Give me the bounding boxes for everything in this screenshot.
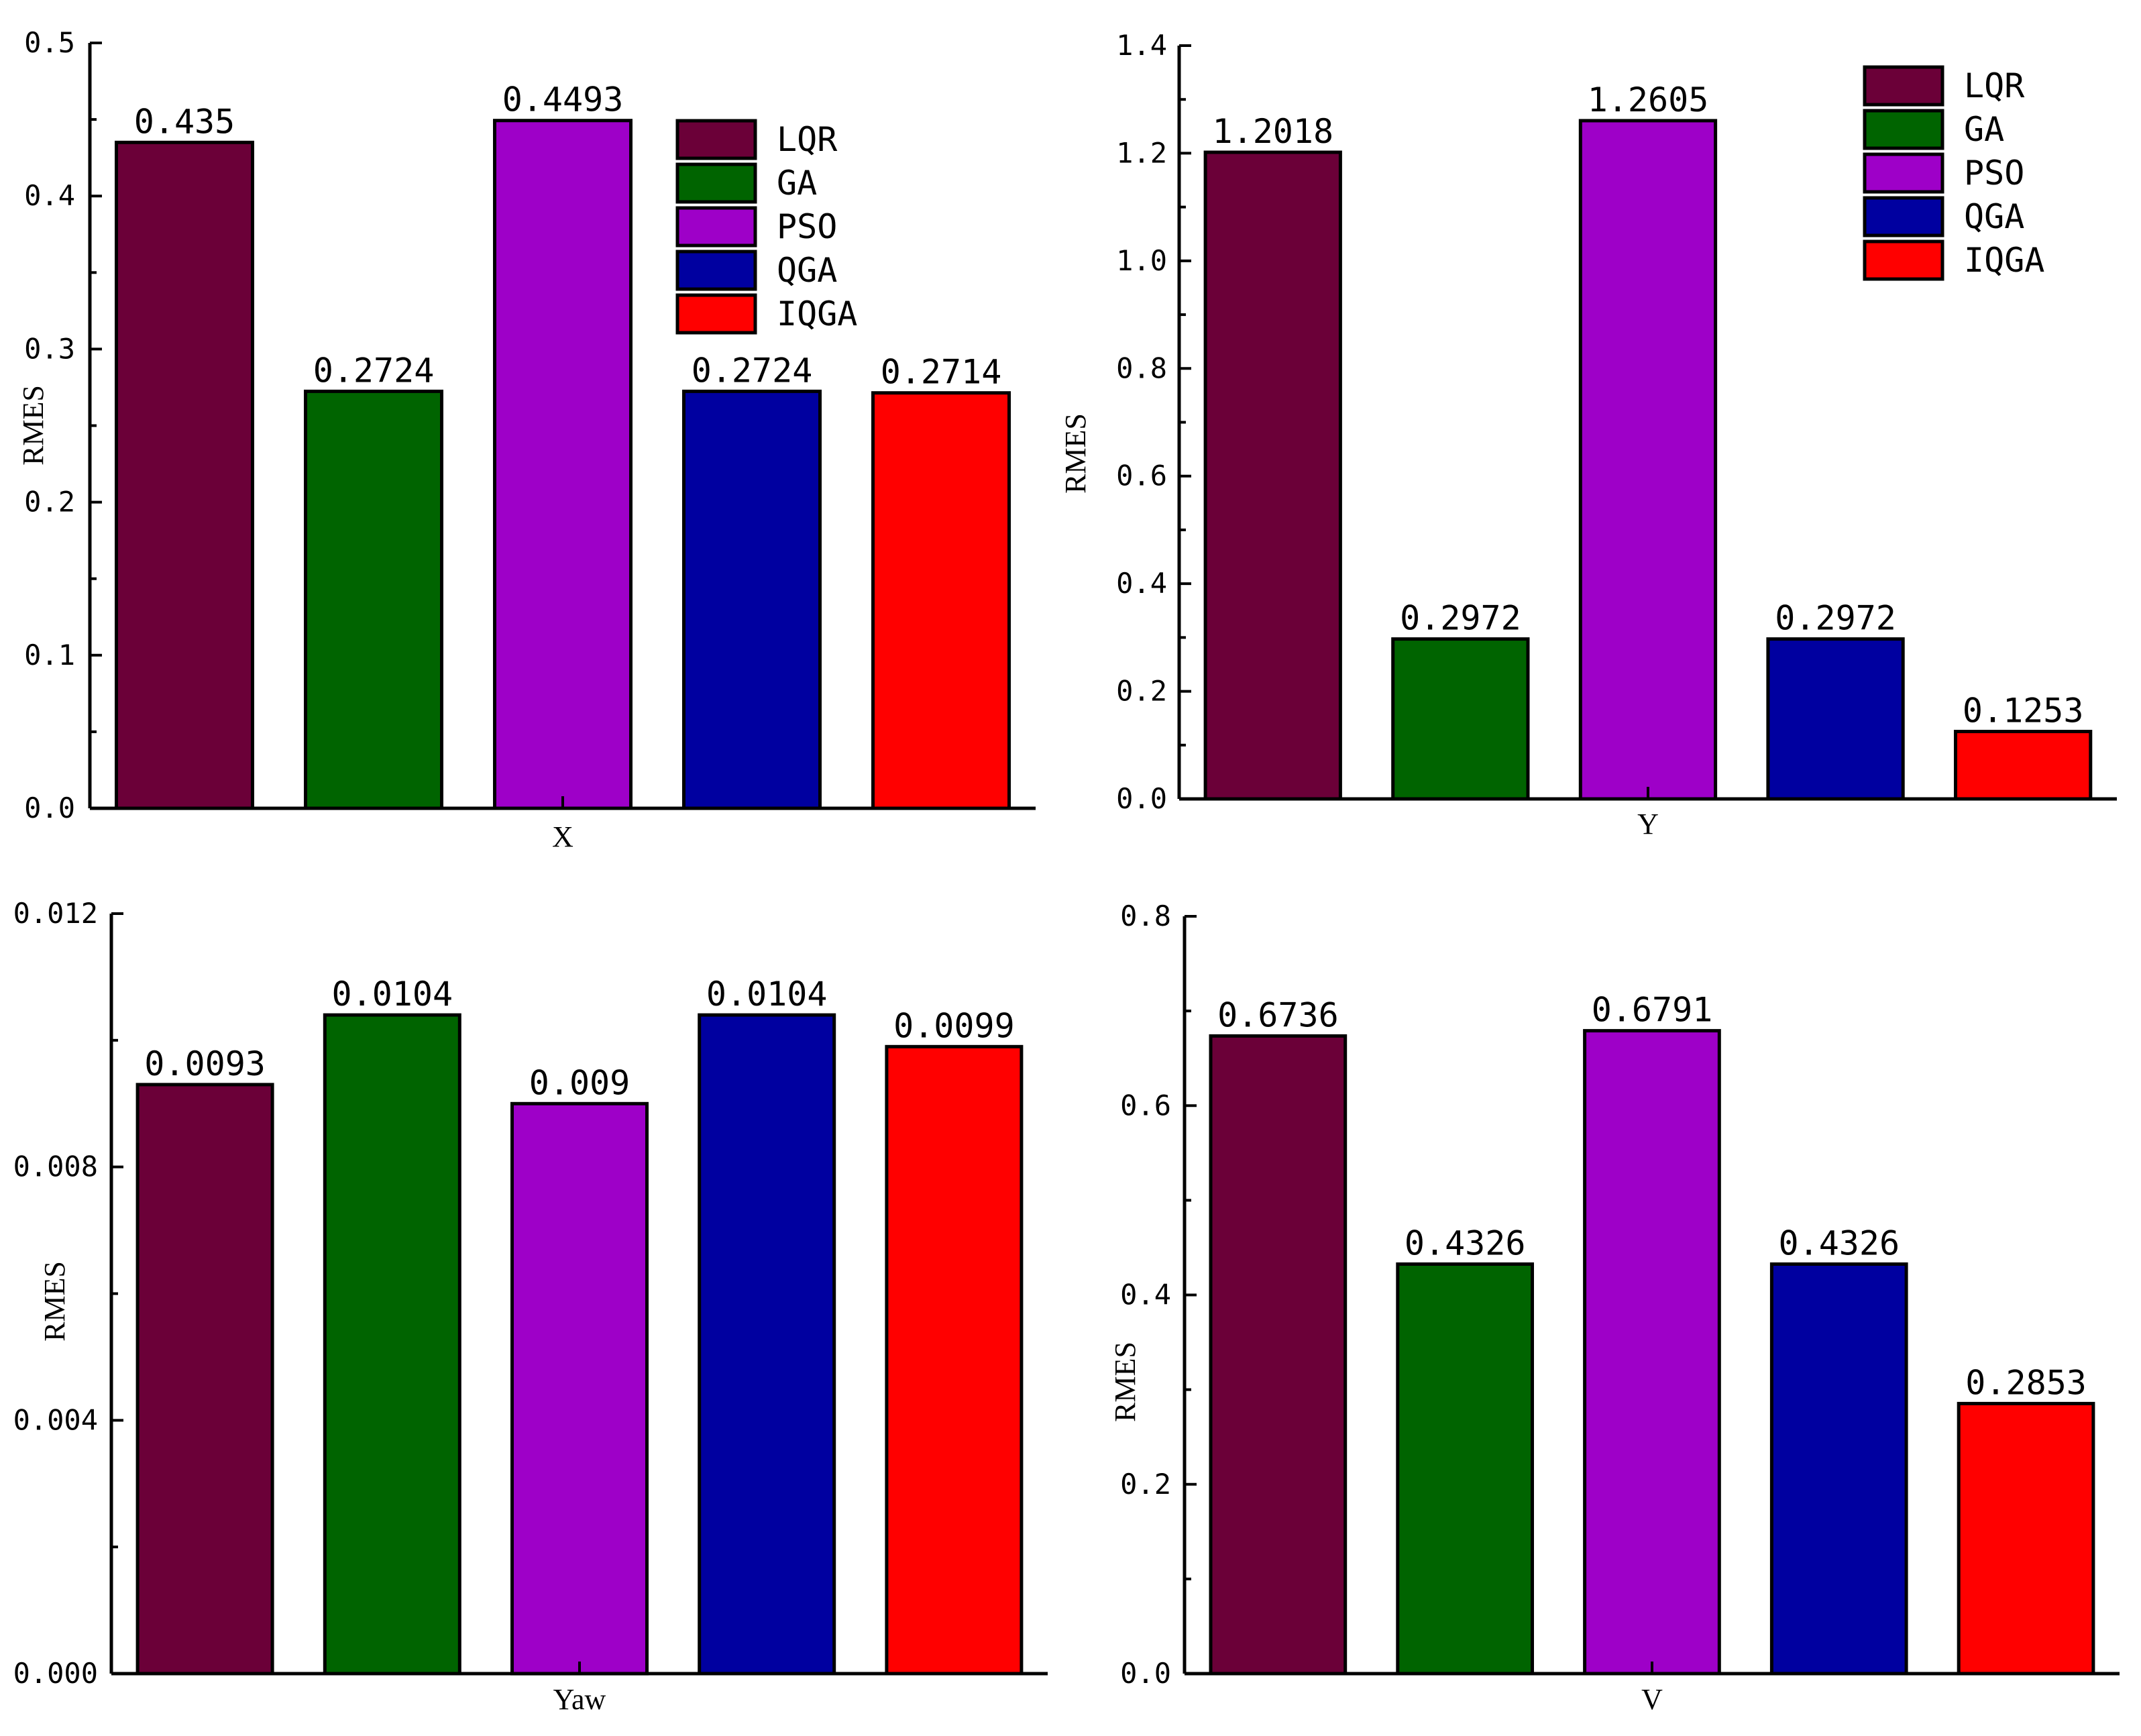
bar-qga xyxy=(682,389,822,810)
chart-panel-yaw: 0.0093 0.0104 0.009 0.0104 0.0099 0.000 0.004 0… xyxy=(13,897,1048,1716)
data-label-iqga: 0.1253 xyxy=(1963,692,2084,730)
data-label-ga: 0.2724 xyxy=(313,351,435,390)
y-tick-label: 0.5 xyxy=(24,26,75,59)
bar-iqga xyxy=(871,391,1011,810)
legend-label-pso: PSO xyxy=(1964,154,2024,193)
y-tick-label: 0.000 xyxy=(13,1657,98,1690)
data-label-lqr: 0.6736 xyxy=(1217,995,1339,1034)
bar-qga xyxy=(698,1013,836,1676)
y-tick-label: 1.2 xyxy=(1116,136,1167,169)
x-axis-title: X xyxy=(552,820,573,853)
y-tick-label: 0.3 xyxy=(24,332,75,365)
y-tick-label: 0.6 xyxy=(1120,1089,1171,1122)
data-label-ga: 0.0104 xyxy=(331,975,453,1014)
bar-iqga xyxy=(1954,730,2093,801)
y-tick-label: 0.008 xyxy=(13,1150,98,1183)
bar-pso xyxy=(1583,1029,1721,1676)
y-tick-label: 0.004 xyxy=(13,1403,98,1436)
y-axis-title: RMES xyxy=(1109,1342,1142,1422)
bar-pso xyxy=(510,1101,649,1676)
y-tick-label: 0.0 xyxy=(1120,1657,1171,1690)
y-tick-label: 0.1 xyxy=(24,639,75,671)
bar-ga xyxy=(1396,1262,1535,1676)
bar-qga xyxy=(1766,637,1905,801)
bar-pso xyxy=(1578,119,1718,801)
legend-swatch-iqga xyxy=(675,293,757,335)
legend-label-ga: GA xyxy=(777,164,817,203)
data-label-lqr: 0.0093 xyxy=(144,1044,266,1083)
y-tick-label: 0.0 xyxy=(1116,782,1167,815)
y-tick-label: 0.0 xyxy=(24,792,75,824)
legend-label-lqr: LQR xyxy=(1964,66,2025,105)
bar-ga xyxy=(304,389,443,810)
bar-ga xyxy=(323,1013,461,1676)
bar-pso xyxy=(493,119,633,810)
y-tick-label: 0.4 xyxy=(24,179,75,212)
legend-swatch-lqr xyxy=(675,119,757,160)
y-tick-label: 0.2 xyxy=(1120,1468,1171,1501)
legend-label-iqga: IQGA xyxy=(777,294,857,333)
y-tick-label: 1.0 xyxy=(1116,244,1167,277)
data-label-lqr: 0.435 xyxy=(134,102,235,141)
data-label-qga: 0.4326 xyxy=(1778,1224,1900,1263)
bar-lqr xyxy=(115,140,254,810)
bar-lqr xyxy=(135,1083,274,1676)
legend-label-ga: GA xyxy=(1964,110,2004,149)
legend: LQR GA PSO QGA IQGA xyxy=(1863,65,2044,281)
data-label-iqga: 0.0099 xyxy=(893,1006,1015,1045)
legend: LQR GA PSO QGA IQGA xyxy=(675,119,857,335)
chart-panel-y: 1.2018 0.2972 1.2605 0.2972 0.1253 0.0 0.2 0.4 0… xyxy=(1059,29,2117,840)
data-label-qga: 0.2972 xyxy=(1775,599,1896,638)
y-tick-label: 1.4 xyxy=(1116,29,1167,62)
data-label-pso: 0.6791 xyxy=(1592,991,1713,1030)
x-axis-title: Yaw xyxy=(553,1683,606,1716)
legend-label-pso: PSO xyxy=(777,207,837,246)
data-label-iqga: 0.2714 xyxy=(881,353,1002,392)
y-axis-title: RMES xyxy=(1059,413,1092,494)
legend-label-lqr: LQR xyxy=(777,120,838,159)
legend-label-iqga: IQGA xyxy=(1964,241,2044,280)
data-label-pso: 0.009 xyxy=(529,1063,630,1102)
y-tick-label: 0.012 xyxy=(13,897,98,930)
x-axis-title: V xyxy=(1641,1683,1663,1716)
data-label-qga: 0.2724 xyxy=(692,351,813,390)
legend-swatch-lqr xyxy=(1863,65,1944,107)
bar-iqga xyxy=(885,1044,1024,1676)
bar-lqr xyxy=(1203,150,1342,801)
chart-panel-x: 0.435 0.2724 0.4493 0.2724 0.2714 0.0 0.1 0.2 0.… xyxy=(17,26,1036,853)
data-label-pso: 0.4493 xyxy=(502,80,624,119)
y-tick-label: 0.6 xyxy=(1116,459,1167,492)
x-axis-title: Y xyxy=(1637,808,1659,840)
legend-label-qga: QGA xyxy=(1964,197,2024,236)
y-tick-label: 0.4 xyxy=(1116,567,1167,600)
bar-ga xyxy=(1391,637,1530,801)
data-label-pso: 1.2605 xyxy=(1588,80,1709,119)
data-label-ga: 0.4326 xyxy=(1405,1224,1526,1263)
y-tick-label: 0.2 xyxy=(1116,675,1167,708)
data-label-qga: 0.0104 xyxy=(706,975,828,1014)
data-label-iqga: 0.2853 xyxy=(1965,1363,2087,1402)
y-tick-label: 0.8 xyxy=(1116,351,1167,384)
data-label-ga: 0.2972 xyxy=(1400,599,1521,638)
legend-swatch-pso xyxy=(675,206,757,248)
legend-swatch-iqga xyxy=(1863,239,1944,281)
legend-swatch-ga xyxy=(1863,109,1944,150)
y-tick-label: 0.8 xyxy=(1120,900,1171,932)
chart-panel-v: 0.6736 0.4326 0.6791 0.4326 0.2853 0.0 0.2 0.4 0… xyxy=(1109,900,2120,1716)
legend-swatch-qga xyxy=(675,250,757,291)
y-axis-title: RMES xyxy=(38,1261,71,1342)
bar-qga xyxy=(1769,1262,1908,1676)
y-tick-label: 0.2 xyxy=(24,486,75,519)
legend-swatch-pso xyxy=(1863,152,1944,194)
legend-label-qga: QGA xyxy=(777,251,837,290)
legend-swatch-qga xyxy=(1863,196,1944,237)
y-axis-title: RMES xyxy=(17,385,50,466)
bar-lqr xyxy=(1209,1034,1348,1676)
bar-iqga xyxy=(1957,1401,2095,1676)
legend-swatch-ga xyxy=(675,162,757,204)
y-tick-label: 0.4 xyxy=(1120,1279,1171,1311)
data-label-lqr: 1.2018 xyxy=(1212,112,1333,151)
